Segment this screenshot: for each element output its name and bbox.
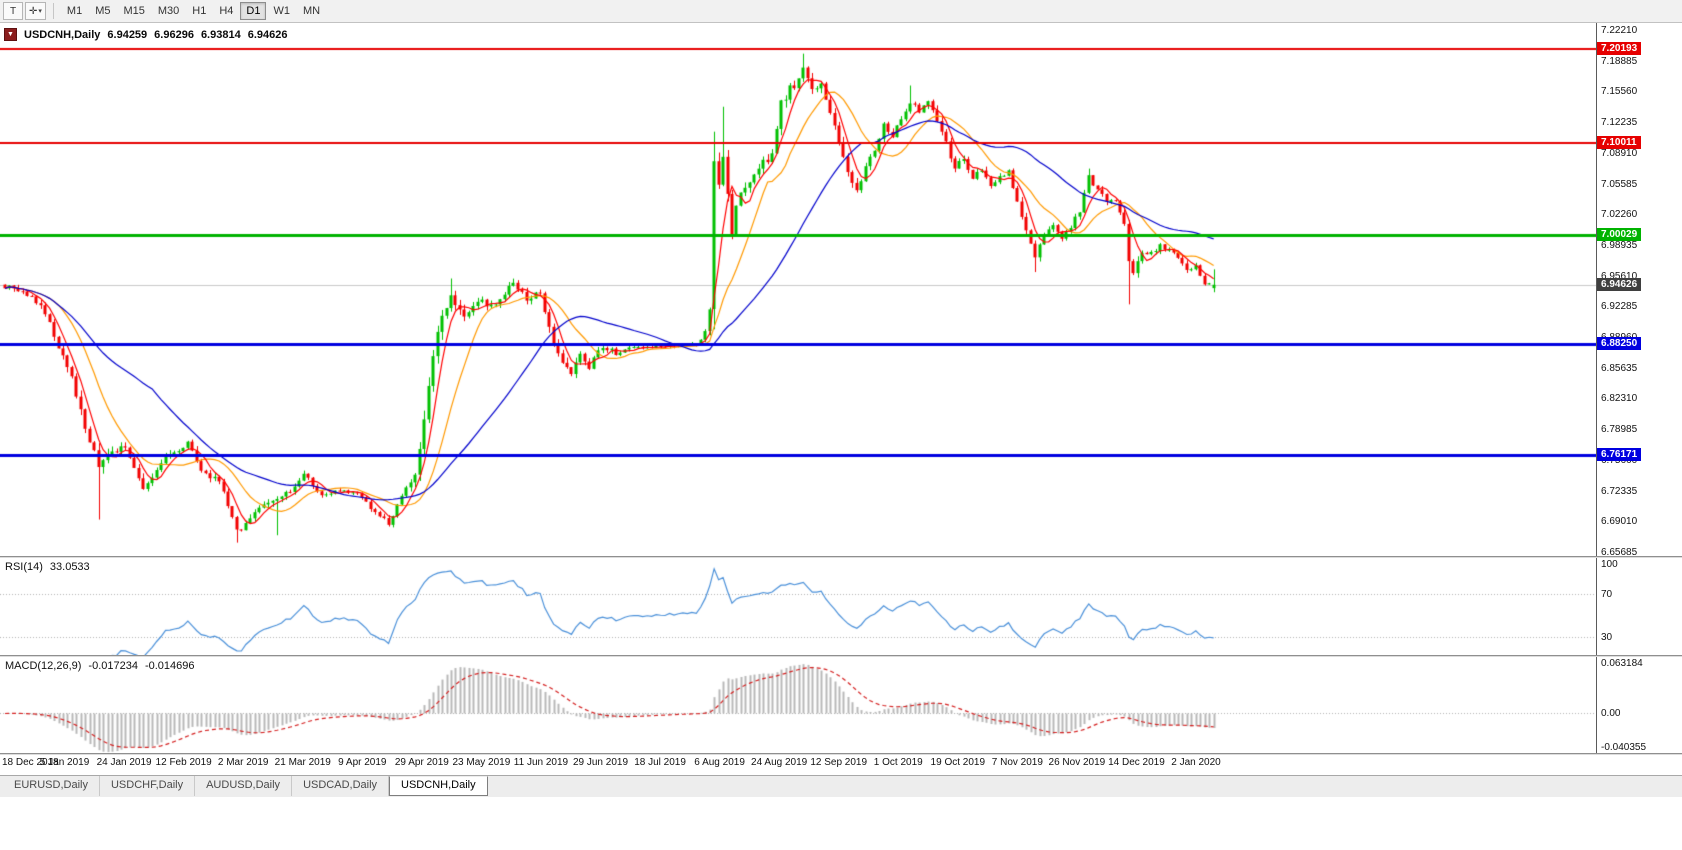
macd-indicator-label: MACD(12,26,9) -0.017234 -0.014696 — [5, 660, 195, 672]
crosshair-icon: ✛ — [29, 5, 38, 17]
symbol-dropdown-icon[interactable]: ▼ — [4, 28, 17, 41]
macd-signal-value: -0.014696 — [144, 660, 195, 672]
date-label: 24 Jan 2019 — [96, 757, 152, 768]
dropdown-caret-icon: ▾ — [38, 8, 42, 15]
price-tick-label: 6.78985 — [1601, 424, 1638, 436]
timeframe-button-h1[interactable]: H1 — [186, 2, 212, 20]
price-tick-label: 7.18885 — [1601, 55, 1638, 67]
date-label: 18 Jul 2019 — [634, 757, 686, 768]
macd-axis-label: 0.00 — [1601, 708, 1621, 720]
price-tick-label: 6.85635 — [1601, 362, 1638, 374]
date-label: 12 Feb 2019 — [155, 757, 212, 768]
price-tick-label: 6.69010 — [1601, 516, 1638, 528]
date-label: 26 Nov 2019 — [1048, 757, 1106, 768]
ohlc-high-value: 6.96296 — [154, 28, 194, 41]
price-tick-label: 7.15560 — [1601, 86, 1638, 98]
date-label: 1 Oct 2019 — [873, 757, 923, 768]
chart-tabbar: EURUSD,Daily USDCHF,Daily AUDUSD,Daily USDC… — [0, 775, 1682, 797]
price-line-badge: 7.00029 — [1597, 227, 1642, 241]
price-tick-label: 7.05585 — [1601, 178, 1638, 190]
macd-axis-label: -0.040355 — [1601, 742, 1647, 753]
macd-value: -0.017234 — [88, 660, 138, 672]
tab-usdcad-daily[interactable]: USDCAD,Daily — [292, 776, 390, 796]
tab-eurusd-daily[interactable]: EURUSD,Daily — [3, 776, 100, 796]
date-label: 18 Dec 2018 — [2, 757, 59, 768]
date-label: 23 May 2019 — [452, 757, 511, 768]
rsi-name: RSI(14) — [5, 561, 43, 573]
price-line-badge: 6.76171 — [1597, 448, 1642, 462]
date-label: 7 Nov 2019 — [991, 757, 1043, 768]
price-line-badge: 7.20193 — [1597, 41, 1642, 55]
price-tick-label: 7.02260 — [1601, 209, 1638, 221]
ohlc-low-value: 6.93814 — [200, 28, 241, 41]
price-tick-label: 6.65685 — [1601, 547, 1638, 558]
price-tick-label: 6.92285 — [1601, 301, 1638, 313]
ohlc-open-value: 6.94259 — [107, 28, 148, 41]
rsi-axis-label: 30 — [1601, 632, 1613, 644]
template-button[interactable]: T — [3, 2, 23, 20]
price-tick-label: 6.98935 — [1601, 239, 1638, 251]
date-label: 2 Mar 2019 — [217, 757, 269, 768]
price-chart-canvas[interactable] — [0, 23, 1596, 556]
macd-indicator-canvas[interactable] — [0, 657, 1596, 753]
timeframe-button-m15[interactable]: M15 — [117, 2, 150, 20]
ohlc-close-value: 6.94626 — [247, 28, 288, 41]
timeframe-group: M1 M5 M15 M30 H1 H4 D1 W1 MN — [61, 2, 326, 20]
timeframe-button-d1[interactable]: D1 — [240, 2, 267, 20]
macd-name: MACD(12,26,9) — [5, 660, 82, 672]
tab-usdchf-daily[interactable]: USDCHF,Daily — [100, 776, 196, 796]
current-price-badge: 6.94626 — [1597, 277, 1642, 291]
timeframe-button-w1[interactable]: W1 — [267, 2, 296, 20]
price-tick-label: 6.72335 — [1601, 485, 1638, 497]
date-label: 29 Jun 2019 — [572, 757, 629, 768]
tab-usdcnh-daily[interactable]: USDCNH,Daily — [389, 776, 488, 796]
date-label: 21 Mar 2019 — [274, 757, 331, 768]
date-label: 11 Jun 2019 — [513, 757, 569, 768]
tab-audusd-daily[interactable]: AUDUSD,Daily — [195, 776, 293, 796]
date-label: 19 Oct 2019 — [930, 757, 986, 768]
panel-separator[interactable] — [0, 655, 1682, 657]
date-label: 24 Aug 2019 — [751, 757, 808, 768]
date-label: 6 Aug 2019 — [694, 757, 745, 768]
macd-axis-label: 0.063184 — [1601, 658, 1643, 669]
date-label: 14 Dec 2019 — [1108, 757, 1165, 768]
price-tick-label: 7.08910 — [1601, 147, 1638, 159]
price-tick-label: 7.12235 — [1601, 117, 1638, 129]
date-label: 12 Sep 2019 — [810, 757, 868, 768]
panel-separator[interactable] — [0, 556, 1682, 558]
template-icon: T — [9, 5, 17, 17]
timeframe-button-h4[interactable]: H4 — [213, 2, 239, 20]
panel-separator[interactable] — [0, 753, 1682, 755]
rsi-indicator-canvas[interactable] — [0, 558, 1596, 655]
rsi-indicator-label: RSI(14) 33.0533 — [5, 561, 90, 573]
price-line-badge: 6.88250 — [1597, 336, 1642, 350]
date-label: 5 Jan 2019 — [39, 757, 90, 768]
price-tick-label: 6.95610 — [1601, 270, 1638, 282]
rsi-value: 33.0533 — [49, 561, 90, 573]
rsi-axis-label: 70 — [1601, 589, 1613, 601]
timeframe-button-m1[interactable]: M1 — [61, 2, 88, 20]
top-toolbar: T ✛ ▾ M1 M5 M15 M30 H1 H4 D1 W1 MN — [0, 0, 1682, 23]
date-label: 9 Apr 2019 — [338, 757, 387, 768]
cursor-tool-button[interactable]: ✛ ▾ — [25, 2, 46, 20]
date-label: 2 Jan 2020 — [1171, 757, 1221, 768]
chart-title: ▼ USDCNH,Daily 6.94259 6.96296 6.93814 6… — [4, 28, 287, 41]
timeframe-button-mn[interactable]: MN — [297, 2, 326, 20]
timeframe-button-m5[interactable]: M5 — [89, 2, 116, 20]
toolbar-separator — [52, 3, 54, 19]
price-line-badge: 7.10011 — [1597, 135, 1641, 149]
price-axis-border — [1596, 23, 1597, 753]
chart-symbol-label: USDCNH,Daily — [24, 28, 101, 41]
timeframe-button-m30[interactable]: M30 — [152, 2, 185, 20]
date-label: 29 Apr 2019 — [394, 757, 449, 768]
rsi-axis-label: 100 — [1601, 559, 1618, 570]
price-tick-label: 6.82310 — [1601, 393, 1638, 405]
price-tick-label: 7.22210 — [1601, 25, 1638, 36]
